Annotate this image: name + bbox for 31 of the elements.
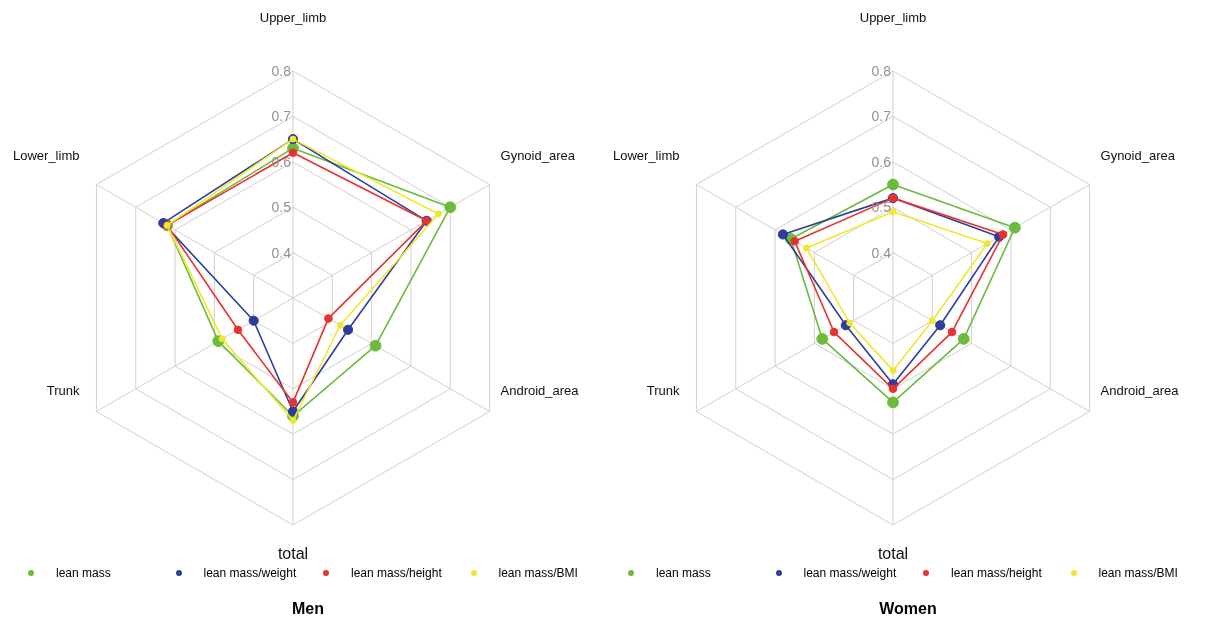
spoke-label: Android_area — [1100, 382, 1180, 398]
legend-label: lean mass/weight — [203, 566, 297, 580]
spoke-label: Lower_limb — [613, 147, 680, 163]
y-tick-label: 0.7 — [870, 107, 891, 126]
spoke-label: Trunk — [646, 382, 680, 398]
spoke-label: Android_area — [500, 382, 580, 398]
y-tick-label: 0.7 — [270, 107, 291, 126]
y-tick-label: 0.6 — [870, 152, 891, 171]
legend-label: lean mass/height — [351, 566, 442, 580]
y-tick-label: 0.5 — [270, 198, 291, 217]
y-tick-label: 0.8 — [270, 62, 291, 80]
spoke-label: total — [877, 545, 909, 563]
y-tick-label: 0.4 — [270, 243, 291, 262]
spoke-label: Trunk — [46, 382, 80, 398]
spoke-label: Gynoid_area — [500, 147, 576, 163]
y-tick-label: 0.4 — [870, 243, 891, 262]
legend-label: lean mass/weight — [803, 566, 897, 580]
legend-label: lean mass — [56, 566, 111, 580]
y-tick-label: 0.5 — [870, 198, 891, 217]
legend-label: lean mass/BMI — [1098, 566, 1178, 580]
text: Men — [291, 600, 325, 618]
legend-label: lean mass/BMI — [498, 566, 578, 580]
legend-label: lean mass/height — [951, 566, 1042, 580]
text: Women — [878, 600, 938, 618]
spoke-label: Lower_limb — [13, 147, 80, 163]
spoke-label: total — [277, 545, 309, 563]
spoke-label: Gynoid_area — [1100, 147, 1176, 163]
spoke-label: Upper_limb — [259, 10, 327, 26]
y-tick-label: 0.8 — [870, 62, 891, 80]
spoke-label: Upper_limb — [859, 10, 927, 26]
legend-label: lean mass — [656, 566, 711, 580]
